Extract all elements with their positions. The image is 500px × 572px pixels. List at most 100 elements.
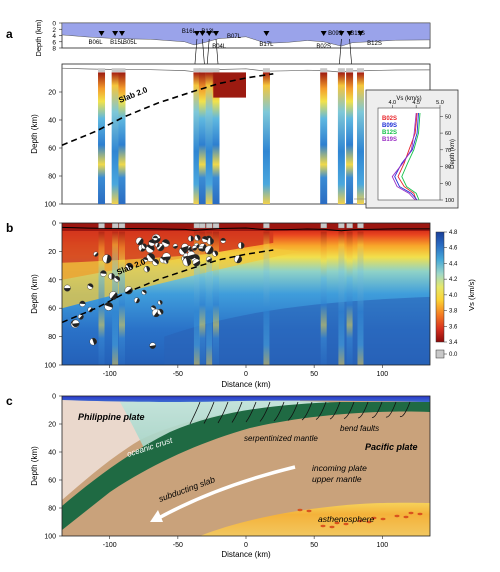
focal-mechanism — [141, 243, 147, 250]
inset-axes: 4.0 4.5 5.0 50 60 70 80 90 100 — [388, 100, 454, 204]
nodata-cap — [262, 68, 270, 73]
inset-x-tick-label: 4.0 — [388, 100, 396, 106]
station-nodata-mark — [199, 222, 206, 229]
bathymetry-profile — [61, 22, 431, 47]
focal-mechanism — [142, 257, 148, 263]
station-label: B07L — [227, 34, 242, 40]
topo-tick-label: 2 — [52, 27, 56, 34]
nodata-cap — [118, 68, 126, 73]
focal-mechanism — [89, 337, 97, 346]
low-velocity-block — [213, 72, 246, 98]
station-label: B02S — [316, 44, 331, 50]
fault-line — [385, 401, 397, 418]
focal-mechanism — [87, 283, 94, 290]
subduction-arrow — [154, 465, 296, 522]
melt-blob — [366, 520, 372, 524]
station-nodata-mark — [206, 222, 213, 229]
focal-mechanism — [108, 273, 115, 280]
colorbar-label: Vs (km/s) — [467, 279, 476, 311]
y-tick-label-b: 40 — [48, 277, 56, 284]
x-tick-label-b: -100 — [103, 371, 117, 378]
colorbar-tick-label: 0.0 — [449, 352, 458, 358]
velocity-column-b — [206, 231, 213, 365]
focal-mechanism — [149, 342, 156, 349]
station-leader-line — [215, 38, 219, 65]
inset-plot-area — [377, 107, 441, 201]
velocity-column — [205, 72, 213, 205]
velocity-column — [262, 72, 270, 205]
pacific-label: Pacific plate — [365, 442, 418, 452]
melt-blob — [343, 522, 349, 526]
station-nodata-mark — [193, 222, 201, 229]
melt-blob — [329, 525, 335, 529]
focal-mechanism — [233, 255, 243, 264]
melt-blob — [320, 524, 326, 528]
station-label: B17L — [259, 42, 274, 48]
y-tick-label-c: 60 — [48, 478, 56, 485]
colorbar-tick-label: 4.0 — [449, 293, 458, 299]
velocity-column-b — [346, 231, 353, 365]
topo-tick-label: 4 — [52, 33, 56, 40]
colorbar-nodata-swatch — [435, 349, 445, 359]
topo-tick-label: 6 — [52, 39, 56, 46]
focal-mechanism — [187, 251, 196, 260]
velocity-column — [337, 72, 345, 205]
x-tick-label-c: -100 — [103, 542, 117, 549]
velocity-column-b — [98, 231, 105, 365]
velocity-column — [320, 72, 328, 205]
focal-mechanism — [135, 237, 144, 246]
focal-mechanism — [198, 245, 204, 252]
x-tick-label-c: 0 — [244, 542, 248, 549]
station-nodata-mark — [338, 222, 345, 229]
station-leader-lines — [194, 38, 352, 65]
panel-label-c: c — [6, 394, 13, 408]
colorbar-tick-label: 4.6 — [449, 246, 458, 252]
station-label: B12S — [367, 41, 382, 47]
incoming-label-2: upper mantle — [312, 474, 362, 484]
focal-mechanism — [63, 284, 71, 292]
nodata-cap — [198, 68, 206, 73]
topo-tick-label: 8 — [52, 46, 56, 53]
station-triangle-marker — [193, 31, 200, 36]
fault-line — [301, 401, 313, 421]
y-tick-label-a: 100 — [44, 202, 56, 209]
velocity-column-b — [320, 231, 327, 365]
focal-mechanism — [204, 245, 214, 255]
colorbar-ticks: 4.8 4.6 4.4 4.2 4.0 3.8 3.6 3.4 0.0 — [444, 230, 458, 358]
station-triangle-marker — [357, 31, 364, 36]
oceanic-crust — [62, 402, 430, 530]
velocity-column-b — [193, 231, 200, 365]
slab2-line-b — [62, 249, 274, 324]
inset-legend-entry: B09S — [382, 123, 397, 129]
inset-y-tick-label: 90 — [445, 181, 451, 187]
melt-blob — [408, 511, 414, 515]
inset-y-tick-label: 100 — [445, 198, 454, 204]
focal-mechanism — [72, 319, 80, 328]
y-tick-label-a: 40 — [48, 118, 56, 125]
focal-mechanism — [212, 250, 219, 257]
inset-curve-b19s — [391, 112, 417, 201]
focal-mechanism — [192, 258, 201, 267]
ocean-layer — [62, 396, 430, 402]
focal-mechanism — [152, 235, 158, 241]
velocity-column — [346, 72, 354, 205]
y-tick-label-c: 80 — [48, 506, 56, 513]
station-triangle-marker — [199, 31, 206, 36]
colorbar-tick-label: 4.4 — [449, 261, 458, 267]
velocity-column — [198, 72, 206, 205]
station-label: B15L — [110, 40, 125, 46]
focal-mechanism — [108, 291, 118, 300]
fault-line — [343, 401, 355, 419]
focal-mechanism — [141, 289, 147, 295]
station-triangle-marker — [112, 31, 119, 36]
ylabel-a: Depth (km) — [30, 114, 39, 154]
bend-faults-label: bend faults — [340, 424, 379, 433]
focal-mechanism — [220, 237, 226, 244]
y-tick-label-a: 80 — [48, 174, 56, 181]
focal-mechanism — [154, 242, 160, 248]
fault-line — [259, 401, 271, 422]
topo-tick-label: 0 — [52, 21, 56, 28]
